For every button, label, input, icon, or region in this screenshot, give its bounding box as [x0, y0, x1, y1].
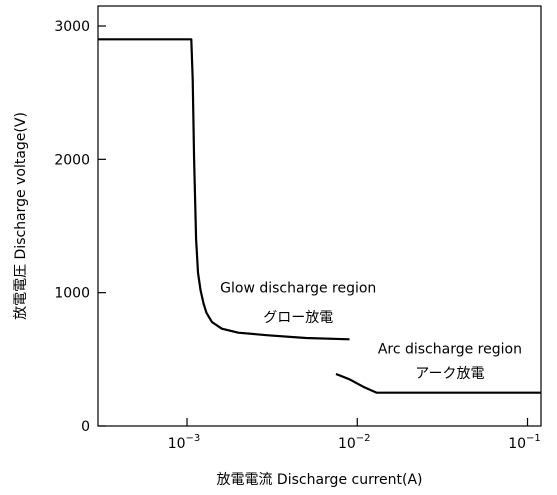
- annotation-label: アーク放電: [415, 366, 484, 382]
- x-tick-label: 10−1: [508, 433, 541, 452]
- chart-marks: [98, 38, 541, 394]
- y-tick-label: 1000: [54, 286, 90, 302]
- x-tick-label: 10−2: [338, 433, 371, 452]
- series-curve-2: [335, 372, 541, 394]
- y-tick-label: 2000: [54, 152, 90, 168]
- y-tick-label: 3000: [54, 19, 90, 35]
- y-tick-label: 0: [81, 419, 90, 435]
- x-axis-label: 放電電流 Discharge current(A): [216, 472, 422, 488]
- plot-area: [97, 5, 542, 427]
- annotation-label: グロー放電: [263, 310, 333, 326]
- annotation-label: Arc discharge region: [378, 341, 522, 357]
- y-axis-label: 放電電圧 Discharge voltage(V): [13, 112, 29, 320]
- series-curve-1: [98, 38, 350, 341]
- annotation-label: Glow discharge region: [220, 281, 376, 297]
- x-tick-label: 10−3: [168, 433, 201, 452]
- annotations: Glow discharge region グロー放電 Arc discharge …: [220, 281, 522, 382]
- axis-ticks: 0 1000 2000 3000 10−3 10−2 10−1: [54, 19, 540, 452]
- plot-frame: [97, 5, 542, 427]
